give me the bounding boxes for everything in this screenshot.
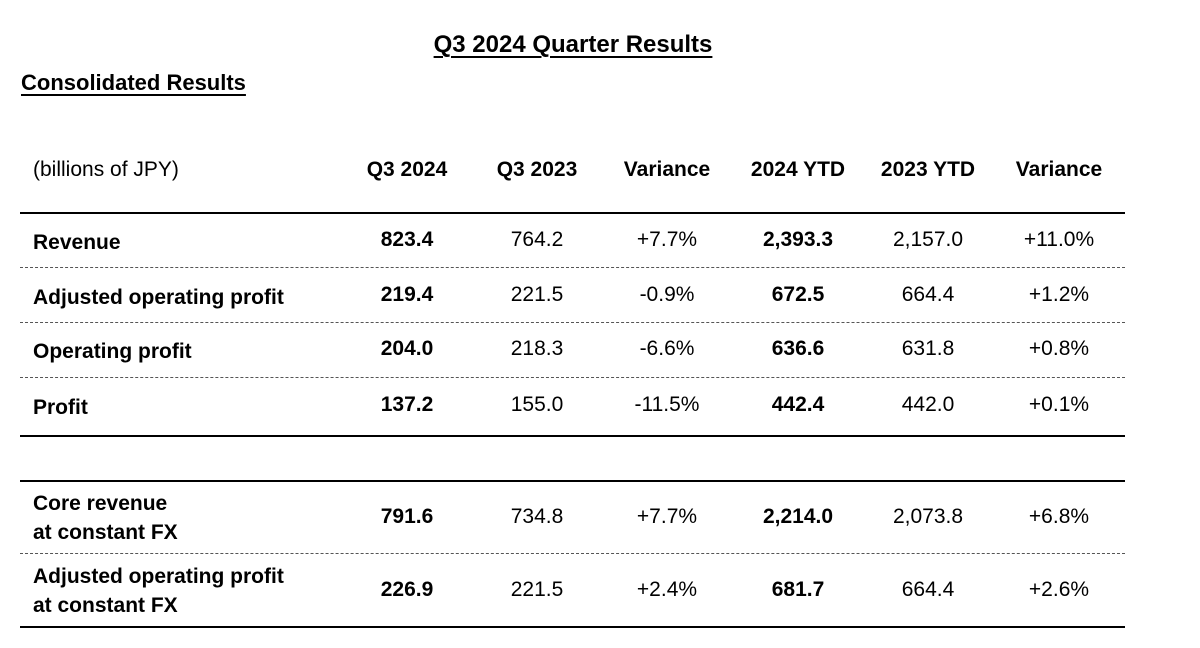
cell-2024-ytd: 636.6: [771, 337, 825, 360]
section-subtitle: Consolidated Results: [21, 70, 246, 95]
cell-variance-ytd: +11.0%: [1023, 228, 1095, 251]
cell-2023-ytd: 442.0: [901, 393, 955, 416]
cell-variance-ytd: +6.8%: [1028, 505, 1090, 528]
row-divider: [20, 553, 1125, 554]
row-label: Adjusted operating profit: [33, 286, 284, 309]
page-title: Q3 2024 Quarter Results: [0, 31, 1146, 59]
row-divider: [20, 267, 1125, 268]
cell-variance-quarter: -0.9%: [639, 283, 695, 306]
cell-2023-ytd: 2,157.0: [892, 228, 964, 251]
cell-q3-2024: 204.0: [380, 337, 434, 360]
cell-q3-2023: 764.2: [510, 228, 564, 251]
row-label-line-2: at constant FX: [33, 521, 178, 544]
row-divider: [20, 322, 1125, 323]
column-header-q3-2023: Q3 2023: [496, 158, 578, 181]
cell-2024-ytd: 442.4: [771, 393, 825, 416]
cell-2024-ytd: 2,393.3: [762, 228, 834, 251]
cell-2023-ytd: 664.4: [901, 283, 955, 306]
row-label-line-1: Core revenue: [33, 492, 168, 515]
row-label: Profit: [33, 396, 88, 419]
cell-variance-quarter: -6.6%: [639, 337, 695, 360]
cell-q3-2023: 221.5: [510, 578, 564, 601]
cell-variance-ytd: +1.2%: [1028, 283, 1090, 306]
cell-2024-ytd: 2,214.0: [762, 505, 834, 528]
row-label: Core revenue at constant FX: [33, 489, 178, 547]
cell-q3-2024: 219.4: [380, 283, 434, 306]
fx-table-top-rule: [20, 480, 1125, 482]
cell-q3-2024: 226.9: [380, 578, 434, 601]
unit-label: (billions of JPY): [33, 158, 179, 181]
column-header-2024-ytd: 2024 YTD: [750, 158, 846, 181]
row-label: Adjusted operating profit at constant FX: [33, 562, 284, 620]
cell-q3-2024: 823.4: [380, 228, 434, 251]
row-label: Operating profit: [33, 340, 192, 363]
cell-variance-quarter: +7.7%: [636, 505, 698, 528]
cell-variance-quarter: -11.5%: [634, 393, 700, 416]
cell-variance-ytd: +0.8%: [1028, 337, 1090, 360]
cell-2024-ytd: 672.5: [771, 283, 825, 306]
cell-variance-ytd: +2.6%: [1028, 578, 1090, 601]
fx-table-bottom-rule: [20, 626, 1125, 628]
column-header-q3-2024: Q3 2024: [366, 158, 448, 181]
cell-q3-2023: 155.0: [510, 393, 564, 416]
cell-variance-quarter: +2.4%: [636, 578, 698, 601]
cell-q3-2023: 734.8: [510, 505, 564, 528]
row-label: Revenue: [33, 231, 121, 254]
row-label-line-1: Adjusted operating profit: [33, 565, 284, 588]
row-divider: [20, 377, 1125, 378]
table-bottom-rule: [20, 435, 1125, 437]
cell-2023-ytd: 2,073.8: [892, 505, 964, 528]
column-header-variance-quarter: Variance: [623, 158, 711, 181]
page-title-text: Q3 2024 Quarter Results: [433, 31, 713, 58]
cell-2023-ytd: 631.8: [901, 337, 955, 360]
cell-q3-2024: 137.2: [380, 393, 434, 416]
table-top-rule: [20, 212, 1125, 214]
cell-q3-2023: 218.3: [510, 337, 564, 360]
cell-q3-2024: 791.6: [380, 505, 434, 528]
cell-variance-quarter: +7.7%: [636, 228, 698, 251]
cell-2023-ytd: 664.4: [901, 578, 955, 601]
cell-q3-2023: 221.5: [510, 283, 564, 306]
cell-2024-ytd: 681.7: [771, 578, 825, 601]
cell-variance-ytd: +0.1%: [1028, 393, 1090, 416]
row-label-line-2: at constant FX: [33, 594, 178, 617]
column-header-2023-ytd: 2023 YTD: [880, 158, 976, 181]
column-header-variance-ytd: Variance: [1015, 158, 1103, 181]
